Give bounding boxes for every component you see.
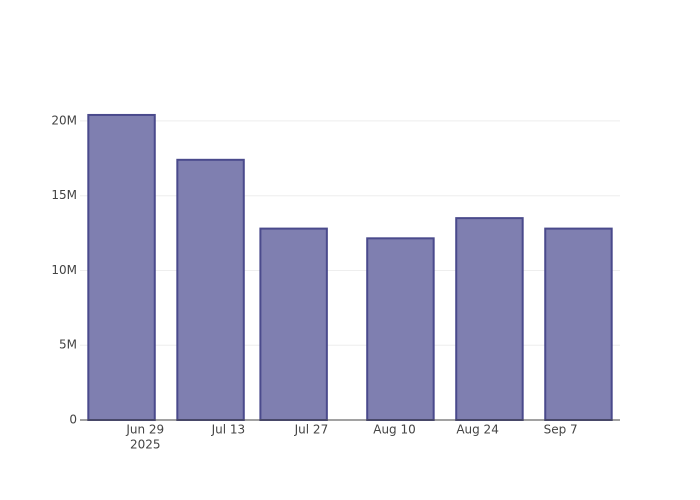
bar [87,113,156,421]
y-tick-label: 15M [51,188,77,202]
x-tick-label: Jul 27 [294,423,329,437]
bar [544,227,613,421]
y-tick-label: 20M [51,113,77,127]
y-tick-label: 5M [59,338,77,352]
x-tick-label: Aug 24 [456,423,499,437]
x-tick-label: Sep 7 [544,423,578,437]
y-tick-label: 10M [51,263,77,277]
x-tick-label: Jun 29 [125,423,164,437]
x-tick-label: Aug 10 [373,423,416,437]
bar [366,237,435,421]
y-tick-label: 0 [69,413,77,427]
bar [176,158,245,421]
bar [455,217,524,421]
x-tick-label: Jul 13 [211,423,246,437]
bar [259,227,328,421]
x-tick-sublabel: 2025 [130,438,161,452]
